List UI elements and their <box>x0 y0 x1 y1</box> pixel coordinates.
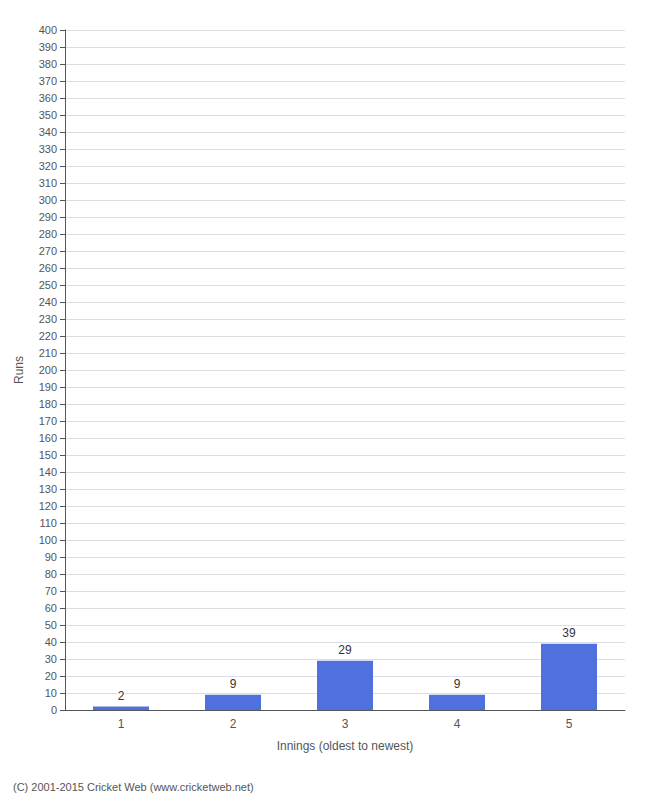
svg-text:220: 220 <box>39 330 57 342</box>
svg-text:Runs: Runs <box>12 356 26 384</box>
svg-text:190: 190 <box>39 381 57 393</box>
svg-text:39: 39 <box>562 626 576 640</box>
svg-text:9: 9 <box>454 677 461 691</box>
svg-text:320: 320 <box>39 160 57 172</box>
svg-text:2: 2 <box>118 689 125 703</box>
svg-text:0: 0 <box>51 704 57 716</box>
svg-text:380: 380 <box>39 58 57 70</box>
svg-text:5: 5 <box>566 717 573 731</box>
svg-text:3: 3 <box>342 717 349 731</box>
svg-text:160: 160 <box>39 432 57 444</box>
svg-text:60: 60 <box>45 602 57 614</box>
svg-text:240: 240 <box>39 296 57 308</box>
svg-text:350: 350 <box>39 109 57 121</box>
svg-text:270: 270 <box>39 245 57 257</box>
svg-text:150: 150 <box>39 449 57 461</box>
svg-text:2: 2 <box>230 717 237 731</box>
svg-text:Innings (oldest to newest): Innings (oldest to newest) <box>277 739 414 753</box>
svg-text:310: 310 <box>39 177 57 189</box>
svg-text:390: 390 <box>39 41 57 53</box>
svg-text:20: 20 <box>45 670 57 682</box>
svg-text:330: 330 <box>39 143 57 155</box>
svg-text:290: 290 <box>39 211 57 223</box>
svg-text:10: 10 <box>45 687 57 699</box>
svg-text:280: 280 <box>39 228 57 240</box>
svg-text:340: 340 <box>39 126 57 138</box>
svg-text:140: 140 <box>39 466 57 478</box>
svg-text:110: 110 <box>39 517 57 529</box>
svg-text:130: 130 <box>39 483 57 495</box>
svg-text:50: 50 <box>45 619 57 631</box>
svg-text:370: 370 <box>39 75 57 87</box>
svg-text:4: 4 <box>454 717 461 731</box>
svg-text:70: 70 <box>45 585 57 597</box>
svg-text:90: 90 <box>45 551 57 563</box>
svg-text:200: 200 <box>39 364 57 376</box>
svg-text:400: 400 <box>39 24 57 36</box>
svg-text:360: 360 <box>39 92 57 104</box>
svg-text:300: 300 <box>39 194 57 206</box>
svg-text:80: 80 <box>45 568 57 580</box>
svg-text:230: 230 <box>39 313 57 325</box>
svg-text:120: 120 <box>39 500 57 512</box>
svg-text:210: 210 <box>39 347 57 359</box>
svg-text:100: 100 <box>39 534 57 546</box>
svg-text:9: 9 <box>230 677 237 691</box>
svg-text:250: 250 <box>39 279 57 291</box>
svg-text:40: 40 <box>45 636 57 648</box>
svg-text:29: 29 <box>338 643 352 657</box>
svg-text:170: 170 <box>39 415 57 427</box>
svg-text:1: 1 <box>118 717 125 731</box>
svg-text:30: 30 <box>45 653 57 665</box>
svg-text:180: 180 <box>39 398 57 410</box>
svg-text:(C) 2001-2015 Cricket Web (www: (C) 2001-2015 Cricket Web (www.cricketwe… <box>13 781 254 793</box>
svg-text:260: 260 <box>39 262 57 274</box>
